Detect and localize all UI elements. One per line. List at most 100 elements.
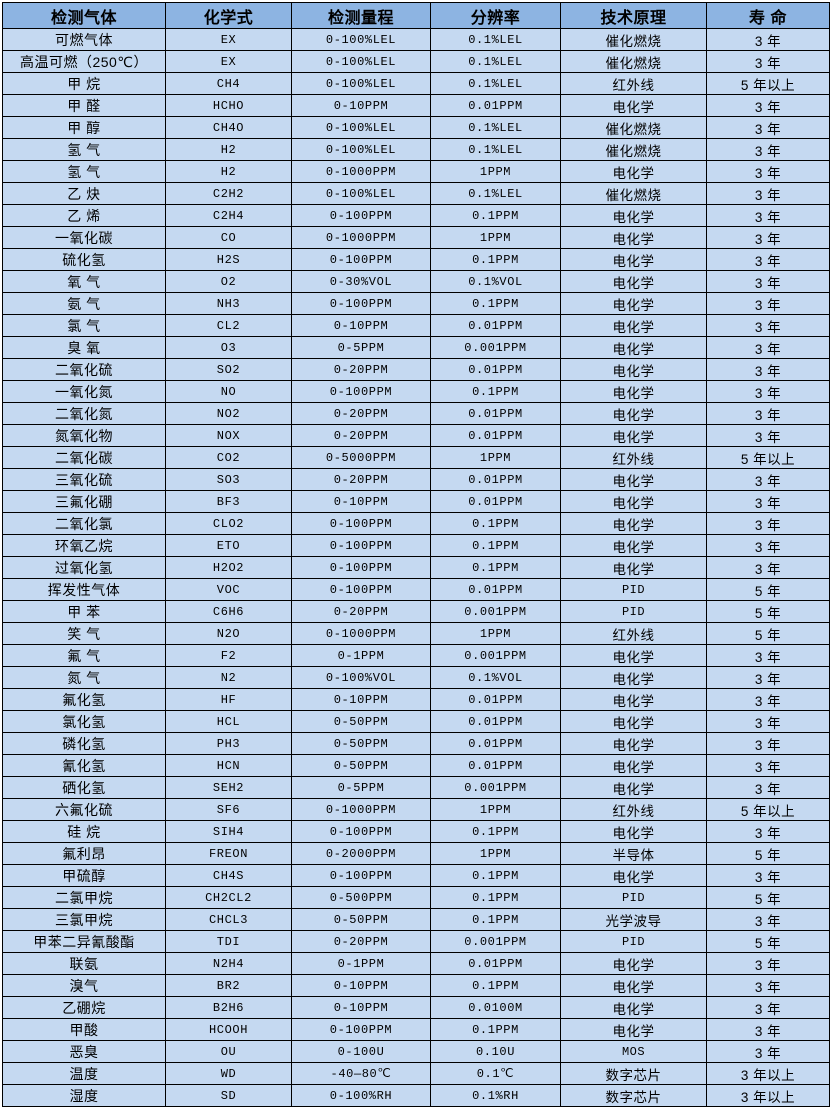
cell-resolution: 0.01PPM [430,94,561,117]
cell-resolution: 0.1PPM [430,908,561,931]
cell-resolution: 0.001PPM [430,776,561,799]
cell-chemical-formula: HCL [165,710,292,733]
cell-resolution: 0.001PPM [430,930,561,953]
cell-gas-name: 氰化氢 [2,754,166,777]
cell-resolution: 0.01PPM [430,732,561,755]
cell-lifetime: 5 年 [706,622,830,645]
table-row: 二氯甲烷 CH2CL2 0-500PPM 0.1PPM PID 5 年 [2,886,830,909]
cell-technology: 电化学 [560,864,707,887]
table-row: 三氟化硼 BF3 0-10PPM 0.01PPM 电化学 3 年 [2,490,830,513]
cell-lifetime: 3 年 [706,776,830,799]
cell-chemical-formula: O3 [165,336,292,359]
cell-resolution: 0.1PPM [430,248,561,271]
cell-lifetime: 3 年 [706,380,830,403]
cell-lifetime: 3 年 [706,94,830,117]
cell-technology: 光学波导 [560,908,707,931]
table-row: 氢 气 H2 0-100%LEL 0.1%LEL 催化燃烧 3 年 [2,138,830,161]
cell-resolution: 0.1%LEL [430,72,561,95]
cell-lifetime: 3 年 [706,1018,830,1041]
table-header: 检测气体 化学式 检测量程 分辨率 技术原理 寿 命 [2,2,830,29]
table-row: 高温可燃（250℃） EX 0-100%LEL 0.1%LEL 催化燃烧 3 年 [2,50,830,73]
table-row: 磷化氢 PH3 0-50PPM 0.01PPM 电化学 3 年 [2,732,830,755]
cell-chemical-formula: NO [165,380,292,403]
cell-lifetime: 3 年 [706,688,830,711]
cell-lifetime: 3 年 [706,732,830,755]
cell-gas-name: 硅 烷 [2,820,166,843]
cell-technology: 电化学 [560,974,707,997]
cell-gas-name: 氮氧化物 [2,424,166,447]
cell-technology: 电化学 [560,248,707,271]
cell-gas-name: 一氧化氮 [2,380,166,403]
cell-resolution: 0.1%VOL [430,270,561,293]
cell-resolution: 0.1PPM [430,864,561,887]
cell-resolution: 0.1%LEL [430,138,561,161]
cell-resolution: 1PPM [430,226,561,249]
table-row: 氯化氢 HCL 0-50PPM 0.01PPM 电化学 3 年 [2,710,830,733]
cell-technology: 电化学 [560,556,707,579]
cell-resolution: 0.001PPM [430,644,561,667]
cell-technology: 电化学 [560,952,707,975]
cell-lifetime: 5 年 [706,578,830,601]
cell-chemical-formula: SO2 [165,358,292,381]
cell-gas-name: 甲 烷 [2,72,166,95]
cell-resolution: 0.1℃ [430,1062,561,1085]
cell-lifetime: 3 年 [706,116,830,139]
column-header-lifetime: 寿 命 [706,2,830,29]
table-row: 三氧化硫 SO3 0-20PPM 0.01PPM 电化学 3 年 [2,468,830,491]
cell-lifetime: 3 年 [706,314,830,337]
cell-resolution: 0.1PPM [430,292,561,315]
cell-technology: 电化学 [560,996,707,1019]
cell-gas-name: 臭 氧 [2,336,166,359]
cell-lifetime: 3 年 [706,182,830,205]
cell-lifetime: 3 年 [706,556,830,579]
cell-gas-name: 二氧化碳 [2,446,166,469]
cell-technology: 数字芯片 [560,1062,707,1085]
cell-technology: 电化学 [560,490,707,513]
cell-lifetime: 3 年 [706,490,830,513]
cell-gas-name: 二氧化氮 [2,402,166,425]
table-row: 氨 气 NH3 0-100PPM 0.1PPM 电化学 3 年 [2,292,830,315]
table-row: 乙 炔 C2H2 0-100%LEL 0.1%LEL 催化燃烧 3 年 [2,182,830,205]
cell-resolution: 0.1PPM [430,380,561,403]
cell-resolution: 0.1PPM [430,820,561,843]
cell-resolution: 0.01PPM [430,402,561,425]
cell-lifetime: 3 年 [706,50,830,73]
cell-gas-name: 硒化氢 [2,776,166,799]
cell-gas-name: 甲 苯 [2,600,166,623]
table-row: 硅 烷 SIH4 0-100PPM 0.1PPM 电化学 3 年 [2,820,830,843]
cell-gas-name: 恶臭 [2,1040,166,1063]
cell-chemical-formula: N2O [165,622,292,645]
cell-detection-range: 0-100PPM [291,864,431,887]
cell-gas-name: 乙 烯 [2,204,166,227]
cell-technology: 电化学 [560,754,707,777]
cell-gas-name: 氯化氢 [2,710,166,733]
cell-gas-name: 湿度 [2,1084,166,1107]
cell-resolution: 1PPM [430,798,561,821]
cell-detection-range: 0-100%LEL [291,28,431,51]
cell-technology: 电化学 [560,160,707,183]
cell-detection-range: 0-20PPM [291,600,431,623]
cell-resolution: 1PPM [430,446,561,469]
cell-gas-name: 笑 气 [2,622,166,645]
cell-technology: 电化学 [560,732,707,755]
cell-resolution: 0.1PPM [430,886,561,909]
table-row: 甲 醇 CH4O 0-100%LEL 0.1%LEL 催化燃烧 3 年 [2,116,830,139]
cell-resolution: 0.01PPM [430,314,561,337]
cell-technology: 电化学 [560,94,707,117]
table-row: 六氟化硫 SF6 0-1000PPM 1PPM 红外线 5 年以上 [2,798,830,821]
cell-gas-name: 六氟化硫 [2,798,166,821]
cell-chemical-formula: C6H6 [165,600,292,623]
cell-technology: PID [560,600,707,623]
table-row: 氮 气 N2 0-100%VOL 0.1%VOL 电化学 3 年 [2,666,830,689]
cell-resolution: 0.1%LEL [430,182,561,205]
cell-chemical-formula: CLO2 [165,512,292,535]
cell-chemical-formula: SF6 [165,798,292,821]
cell-technology: 红外线 [560,622,707,645]
cell-detection-range: 0-100%LEL [291,50,431,73]
cell-detection-range: 0-1000PPM [291,622,431,645]
cell-technology: 电化学 [560,1018,707,1041]
column-header-resolution: 分辨率 [430,2,561,29]
cell-detection-range: 0-100PPM [291,1018,431,1041]
cell-resolution: 0.1%VOL [430,666,561,689]
cell-chemical-formula: C2H4 [165,204,292,227]
